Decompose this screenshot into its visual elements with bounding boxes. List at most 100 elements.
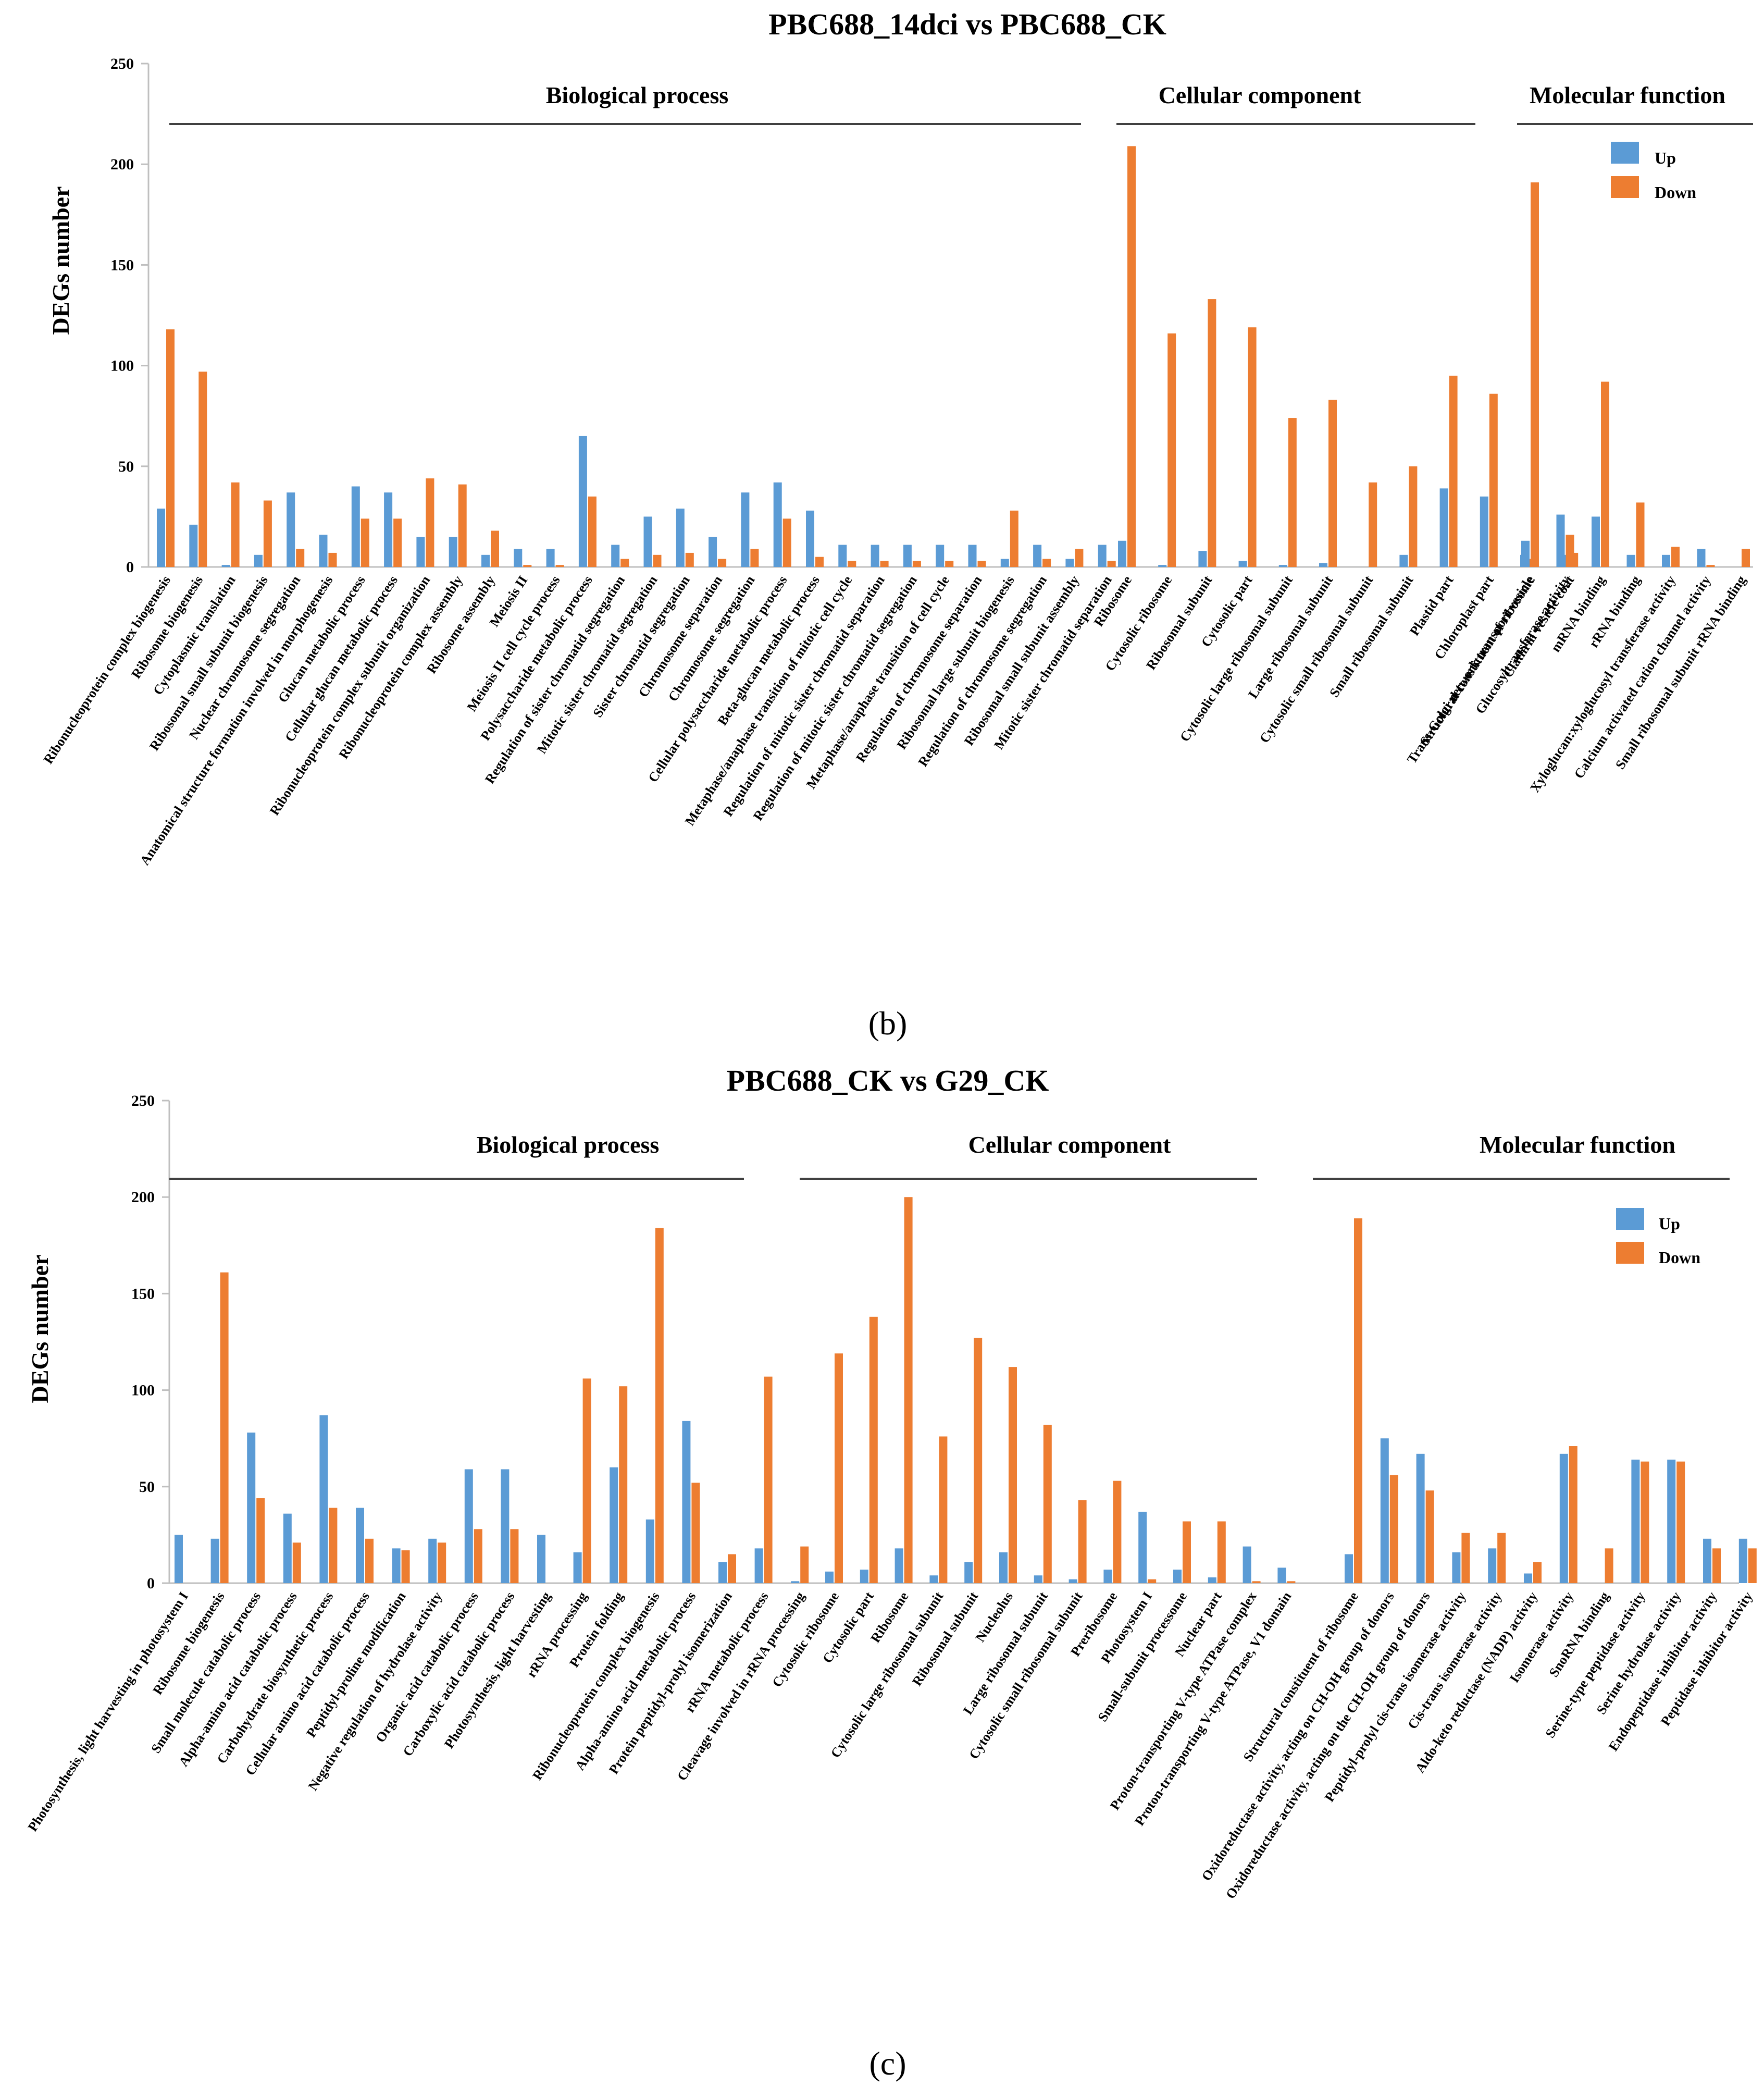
chart-b-bar-down xyxy=(1449,375,1458,567)
chart-b-ytick-label: 50 xyxy=(118,458,134,475)
chart-c-title: PBC688_CK vs G29_CK xyxy=(727,1064,1049,1097)
chart-b-bar-up xyxy=(319,535,328,567)
chart-b-bar-down xyxy=(945,561,954,567)
chart-b-bar-down xyxy=(263,500,272,567)
chart-c-ylabel: DEGs number xyxy=(27,1255,53,1403)
chart-b-bar-down xyxy=(880,561,889,567)
chart-b-bar-up xyxy=(968,545,977,567)
chart-c-bar-down xyxy=(1389,1475,1398,1583)
chart-b-bar-down xyxy=(328,552,337,567)
chart-c-bar-down xyxy=(474,1529,482,1583)
chart-c-bar-down xyxy=(1641,1461,1649,1583)
chart-c-bar-up xyxy=(1277,1568,1286,1583)
chart-c-bar-down xyxy=(1183,1521,1191,1583)
chart-b-bar-up xyxy=(254,554,263,567)
chart-b-bar-up xyxy=(871,545,879,567)
chart-c-bar-up xyxy=(825,1571,834,1583)
chart-c-group-mf: Molecular function xyxy=(1480,1131,1675,1158)
chart-b-bar-down xyxy=(1107,561,1116,567)
chart-b-bar-down xyxy=(1601,381,1609,567)
chart-b-bar-up xyxy=(1662,554,1670,567)
chart-b-bar-down xyxy=(815,557,824,567)
chart-c-bar-up xyxy=(1488,1548,1497,1583)
chart-b-bar-down xyxy=(1288,418,1297,567)
chart-b-bar-up xyxy=(1000,559,1009,567)
chart-c-bar-up xyxy=(1703,1538,1711,1583)
chart-b-ytick-label: 100 xyxy=(110,357,134,375)
chart-c-bar-down xyxy=(582,1378,591,1583)
chart-c-bar-down xyxy=(1497,1533,1506,1583)
chart-b-bar-down xyxy=(750,549,759,567)
chart-c-bar-down xyxy=(365,1538,374,1583)
chart-c-bar-up xyxy=(210,1538,219,1583)
chart-b-bar-down xyxy=(1042,559,1051,567)
chart-b-bar-up xyxy=(416,537,425,567)
chart-c-bar-down xyxy=(1009,1367,1017,1583)
chart-c-bar-down xyxy=(329,1508,338,1583)
chart-b-bar-down xyxy=(912,561,921,567)
chart-b-bar-down xyxy=(1706,565,1715,567)
chart-c-bar-down xyxy=(401,1550,410,1583)
chart-c-bar-up xyxy=(1559,1453,1568,1583)
chart-b-bar-down xyxy=(1248,327,1257,567)
chart-b-bar-up xyxy=(157,508,165,567)
chart-c-bar-down xyxy=(800,1546,809,1583)
chart-c-bar-up xyxy=(999,1552,1008,1583)
chart-b-bar-up xyxy=(1556,514,1565,567)
chart-c-bar-up xyxy=(392,1548,401,1583)
chart-c-bar-down xyxy=(1676,1461,1685,1583)
chart-b-ytick-label: 150 xyxy=(110,256,134,274)
chart-b-bar-up xyxy=(546,549,555,567)
chart-b-bar-up xyxy=(287,492,295,567)
chart-b-legend-down-swatch xyxy=(1611,176,1639,198)
chart-b-bar-down xyxy=(555,565,564,567)
chart-b-bar-up xyxy=(1278,565,1287,567)
chart-c-bar-down xyxy=(1748,1548,1757,1583)
chart-b-bar-down xyxy=(198,372,207,567)
chart-b-bar-down xyxy=(166,329,175,567)
chart-c-bar-up xyxy=(1243,1546,1251,1583)
chart-b-bar-up xyxy=(838,545,847,567)
chart-c-bar-down xyxy=(1043,1425,1052,1583)
chart-b-bar-up xyxy=(1592,516,1600,567)
chart-b-bar-up xyxy=(709,537,717,567)
chart-c-bar-up xyxy=(319,1415,328,1583)
chart-c-group-bp: Biological process xyxy=(477,1131,660,1158)
chart-b-bar-down xyxy=(1075,549,1084,567)
chart-c-bar-up xyxy=(1208,1577,1216,1583)
chart-c-bar-up xyxy=(754,1548,763,1583)
chart-b-bar-up xyxy=(1098,545,1107,567)
chart-b-bar-up xyxy=(1158,565,1167,567)
chart-b-bar-up xyxy=(189,524,198,567)
chart-c-bar-up xyxy=(1034,1575,1042,1583)
chart-b-bar-up xyxy=(676,508,685,567)
chart-b-ytick-label: 250 xyxy=(110,55,134,72)
chart-b-ytick-label: 200 xyxy=(110,156,134,173)
chart-c-bar-down xyxy=(1425,1490,1434,1583)
chart-b-bar-up xyxy=(1399,554,1408,567)
chart-b-bar-up xyxy=(351,486,360,567)
chart-c-bar-down xyxy=(728,1554,736,1583)
chart-c-bar-down xyxy=(1569,1446,1577,1583)
chart-c-bar-up xyxy=(428,1538,437,1583)
chart-c-bar-up xyxy=(464,1469,473,1583)
chart-b-bar-down xyxy=(848,561,856,567)
chart-b-bar-down xyxy=(393,519,402,567)
chart-c-legend-up-swatch xyxy=(1616,1208,1644,1230)
chart-b-group-cc: Cellular component xyxy=(1159,82,1362,108)
chart-c-bar-up xyxy=(718,1562,727,1583)
chart-c-bar-up xyxy=(537,1535,545,1583)
chart-b-bar-down xyxy=(1636,502,1645,567)
chart-b-bar-down xyxy=(1489,393,1498,567)
chart-c-bar-down xyxy=(1252,1581,1261,1583)
chart-b-bar-down xyxy=(1127,146,1136,567)
chart-b-ylabel: DEGs number xyxy=(47,187,74,335)
chart-b-bar-up xyxy=(1480,496,1488,567)
panel-b-label: (b) xyxy=(868,1005,908,1042)
chart-c-bar-up xyxy=(356,1508,364,1583)
chart-c-ytick-label: 150 xyxy=(131,1285,155,1302)
chart-b-bar-down xyxy=(1671,547,1680,567)
chart-c-bar-up xyxy=(1738,1538,1747,1583)
chart-c-bar-up xyxy=(1524,1573,1532,1583)
